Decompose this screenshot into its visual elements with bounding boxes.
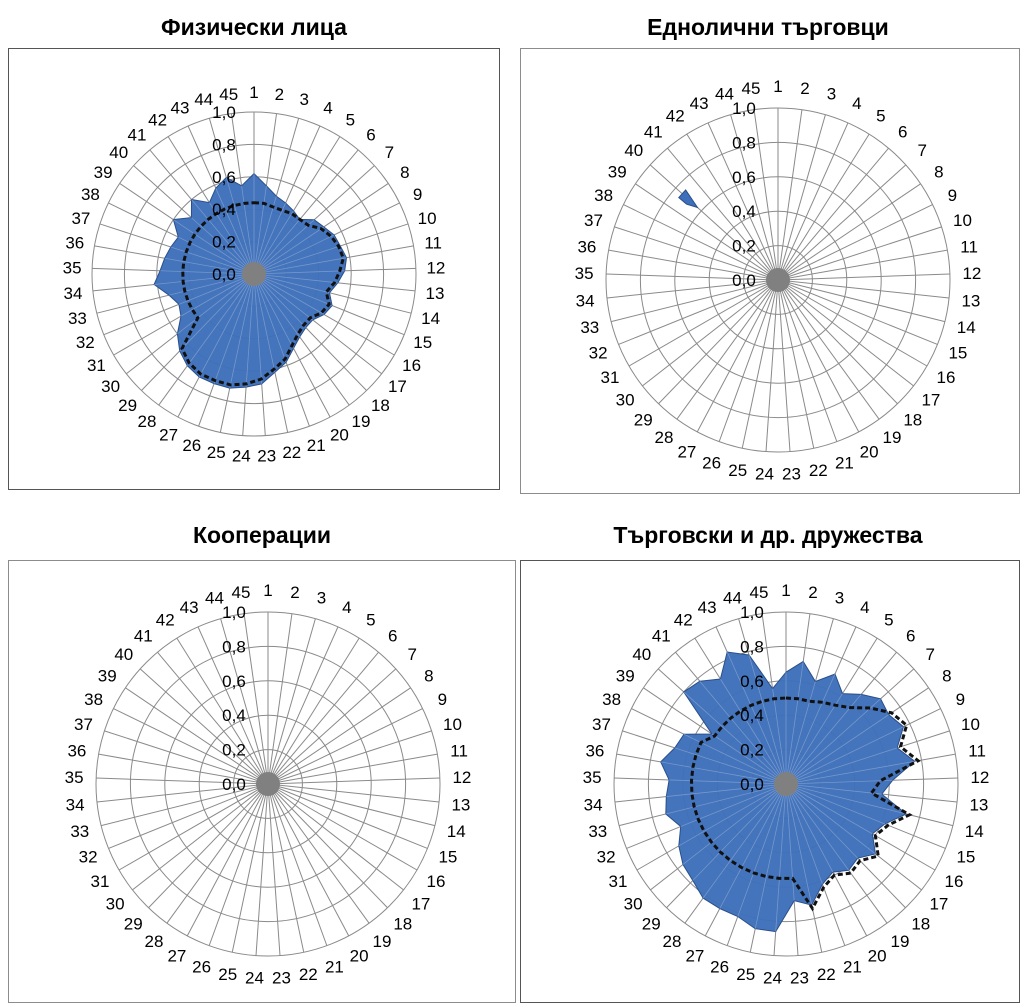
chart-title: Физически лица xyxy=(161,14,347,40)
chart-frame xyxy=(8,560,516,1003)
chart-title: Еднолични търговци xyxy=(647,14,889,40)
chart-title: Кооперации xyxy=(192,522,332,548)
chart-title: Търговски и др. дружества xyxy=(613,522,923,548)
chart-frame xyxy=(8,48,500,490)
chart-frame xyxy=(520,560,1020,1003)
chart-frame xyxy=(520,48,1020,494)
